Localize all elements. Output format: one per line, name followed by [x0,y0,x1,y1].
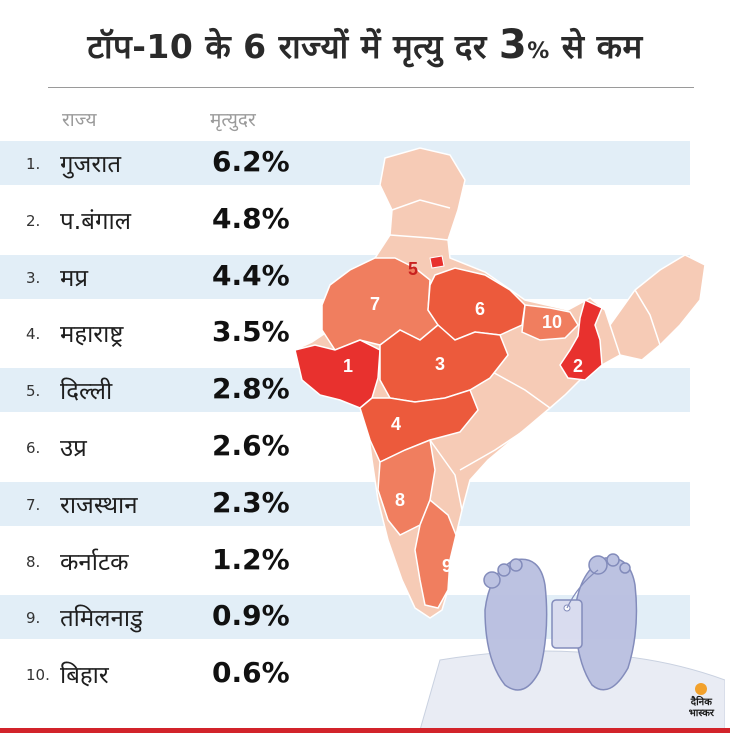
mortality-rate: 4.8% [212,201,290,235]
mortality-rate: 2.3% [212,485,290,519]
sun-icon [695,683,708,695]
map-label-1: 1 [343,356,353,376]
rank-label: 8. [26,552,41,571]
table-row: 1. गुजरात 6.2% [0,141,690,185]
map-state-gujarat [294,339,381,409]
map-label-2: 2 [573,356,583,376]
rank-label: 2. [26,211,41,230]
bottom-accent-bar [0,728,730,733]
rank-label: 10. [26,666,50,685]
rank-label: 3. [26,268,41,287]
mortality-rate: 2.6% [212,429,290,462]
rank-label: 9. [26,609,41,628]
rank-label: 4. [26,325,41,344]
title-main: टॉप-10 के 6 राज्यों में मृत्यु दर [87,27,487,66]
column-header-rate: मृत्युदर [210,109,256,131]
state-name: प.बंगाल [60,206,131,235]
table-row: 4. महाराष्ट्र 3.5% [0,311,690,355]
map-state-delhi [429,255,445,269]
state-name: मप्र [60,263,89,292]
map-label-5: 5 [408,259,418,279]
state-name: दिल्ली [60,377,113,406]
state-name: बिहार [60,661,109,690]
mortality-rate: 4.4% [212,258,290,292]
state-name: राजस्थान [60,490,138,519]
table-row: 8. कर्नाटक 1.2% [0,539,690,583]
mortality-rate: 1.2% [212,542,290,576]
map-state-tamil-nadu [414,498,457,609]
title-percent: 3% [498,22,550,68]
toe-tag [551,599,583,649]
map-label-3: 3 [435,354,445,374]
map-label-8: 8 [395,490,405,510]
map-state-bihar [521,304,579,341]
mortality-rate: 6.2% [212,145,290,178]
title-tail: से कम [561,27,643,66]
map-label-10: 10 [542,312,562,332]
table-row: 6. उप्र 2.6% [0,425,690,469]
state-name: गुजरात [60,150,122,178]
column-header-state: राज्य [62,109,97,131]
rank-label: 1. [26,155,41,173]
table-row: 7. राजस्थान 2.3% [0,481,690,526]
india-map: 1 2 3 4 5 6 7 8 9 10 [294,147,725,730]
title-divider [48,87,694,88]
state-name: महाराष्ट्र [60,320,124,349]
sheet [419,650,725,730]
state-name: तमिलनाडु [60,604,143,633]
foot-left [484,558,548,691]
mortality-rate: 0.9% [212,599,290,633]
map-borders [389,199,661,511]
chart-title: टॉप-10 के 6 राज्यों में मृत्यु दर 3% से … [0,22,730,68]
feet-illustration [419,553,725,730]
rank-label: 5. [26,382,41,401]
rank-label: 6. [26,439,41,457]
mortality-rate: 3.5% [212,315,290,349]
state-name: कर्नाटक [60,547,129,576]
foot-right [574,557,638,691]
table-row: 2. प.बंगाल 4.8% [0,198,690,242]
map-label-9: 9 [442,556,452,576]
map-label-7: 7 [370,294,380,314]
map-label-6: 6 [475,299,485,319]
brand-logo: दैनिक भास्कर [689,683,714,719]
map-label-4: 4 [391,414,401,434]
rank-label: 7. [26,495,41,514]
mortality-rate: 0.6% [212,656,290,690]
state-name: उप्र [60,434,87,462]
table-row: 10. बिहार 0.6% [0,652,690,696]
mortality-rate: 2.8% [212,372,290,406]
map-state-west-bengal [559,298,603,381]
